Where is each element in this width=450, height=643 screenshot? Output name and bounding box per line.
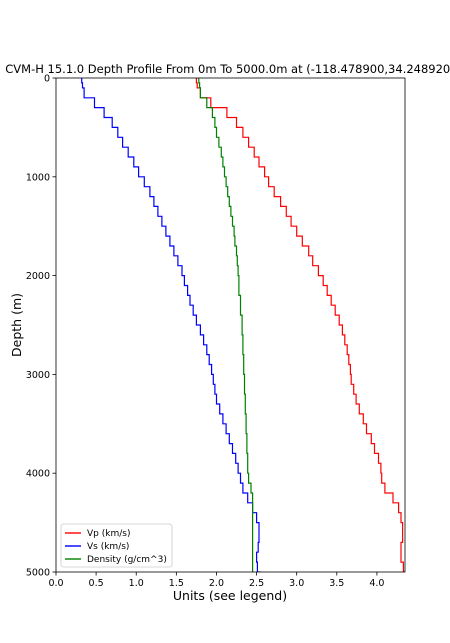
y-tick-label: 2000	[26, 271, 50, 282]
x-tick-label: 2.0	[209, 578, 224, 589]
x-tick-label: 0.0	[48, 578, 63, 589]
x-tick-label: 1.5	[169, 578, 184, 589]
x-axis: 0.0 0.5 1.0 1.5 2.0 2.5 3.0 3.5 4.0	[48, 572, 384, 589]
series-line-1	[81, 78, 261, 572]
y-tick-label: 4000	[26, 469, 50, 480]
legend-box	[60, 523, 173, 568]
y-tick-label: 1000	[26, 172, 50, 183]
chart-title: CVM-H 15.1.0 Depth Profile From 0m To 50…	[5, 62, 450, 76]
series-line-0	[195, 78, 405, 572]
series-line-2	[198, 78, 254, 572]
y-tick-label: 0	[44, 74, 50, 85]
x-tick-label: 3.5	[329, 578, 344, 589]
y-axis: 0 1000 2000 3000 4000 5000	[26, 74, 56, 579]
legend-entry: Vs (km/s)	[87, 542, 129, 552]
y-tick-label: 3000	[26, 370, 50, 381]
y-tick-label: 5000	[26, 568, 50, 579]
legend-entry: Density (g/cm^3)	[87, 555, 167, 565]
x-tick-label: 0.5	[89, 578, 104, 589]
x-tick-label: 1.0	[129, 578, 144, 589]
y-axis-label: Depth (m)	[9, 293, 24, 357]
plot-frame	[55, 77, 406, 573]
plot-area	[81, 78, 405, 572]
x-tick-label: 4.0	[369, 578, 384, 589]
x-axis-label: Units (see legend)	[173, 588, 287, 603]
legend: Vp (km/s) Vs (km/s) Density (g/cm^3)	[60, 523, 173, 568]
x-tick-label: 3.0	[289, 578, 304, 589]
legend-entry: Vp (km/s)	[87, 529, 130, 539]
x-tick-label: 2.5	[249, 578, 264, 589]
